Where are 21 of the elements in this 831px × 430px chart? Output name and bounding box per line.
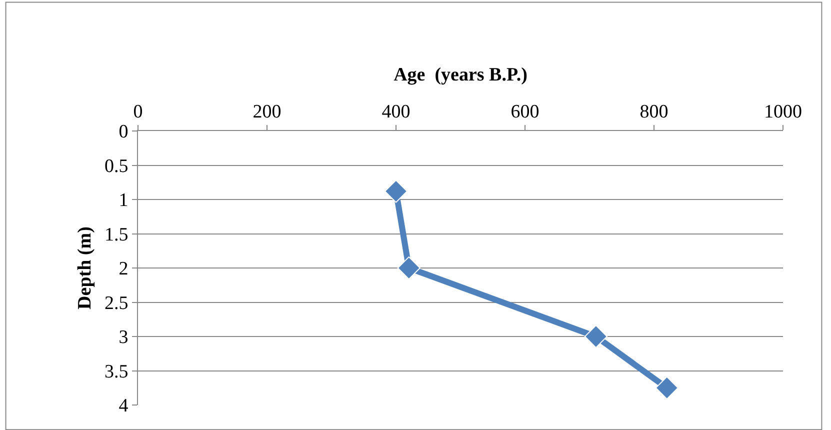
point xyxy=(584,324,608,348)
point xyxy=(397,256,420,280)
x-tick-label: 200 xyxy=(252,101,282,122)
x-tick-label: 800 xyxy=(640,101,668,122)
x-tick-label: 400 xyxy=(382,101,410,122)
point xyxy=(384,180,408,203)
x-tick-label: 1000 xyxy=(764,101,802,122)
y-tick-label: 0.5 xyxy=(104,156,128,177)
y-tick-label: 3.5 xyxy=(104,361,128,382)
y-tick-label: 1 xyxy=(118,190,128,212)
x-axis-title: Age (years B.P.) xyxy=(394,64,528,86)
y-axis-title: Depth (m) xyxy=(74,226,96,310)
x-tick-label: 0 xyxy=(133,101,143,122)
y-tick-label: 2 xyxy=(118,258,128,280)
y-tick-label: 0 xyxy=(118,122,128,143)
y-tick-label: 4 xyxy=(118,396,129,417)
point xyxy=(655,376,678,400)
y-tick-label: 1.5 xyxy=(104,224,128,246)
y-tick-label: 2.5 xyxy=(104,292,128,314)
x-tick-label: 600 xyxy=(510,101,540,122)
y-tick-label: 3 xyxy=(118,327,128,348)
